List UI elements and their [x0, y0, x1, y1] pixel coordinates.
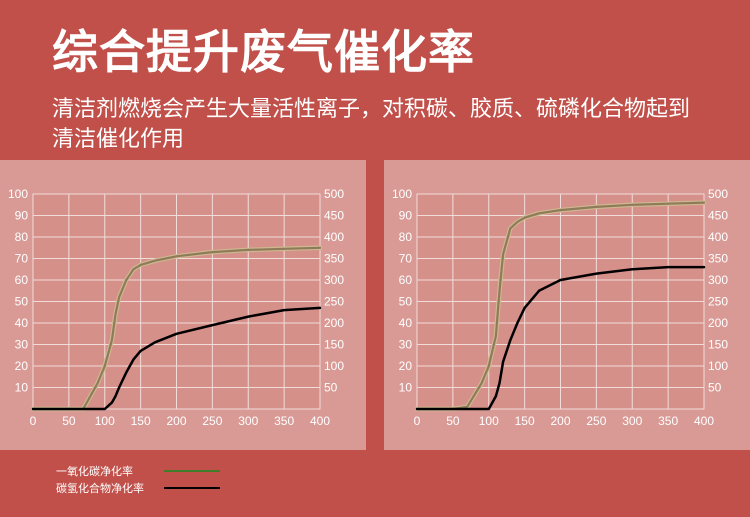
chart-panel-left: 10 20 30 40 50 60 70 80 90 100 50 100 150 200 250 300 35… — [0, 160, 366, 450]
plot-frame — [416, 193, 705, 410]
y-tick-label-right: 500 — [324, 187, 344, 201]
y-tick-label-right: 100 — [324, 359, 344, 373]
x-tick-label: 0 — [30, 414, 37, 428]
y-tick-label-right: 50 — [708, 381, 722, 395]
y-tick-label-right: 300 — [708, 273, 728, 287]
y-tick-label-right: 150 — [324, 338, 344, 352]
chart-panel-right: 10 20 30 40 50 60 70 80 90 100 50 100 150 200 250 300 35… — [384, 160, 750, 450]
series-line-co — [31, 246, 322, 411]
plot-frame — [32, 193, 321, 410]
y-tick-label-right: 350 — [708, 252, 728, 266]
y-tick-label-right: 400 — [324, 230, 344, 244]
y-tick-label-left: 70 — [399, 252, 413, 266]
y-tick-label-right: 450 — [708, 209, 728, 223]
y-tick-label-left: 70 — [15, 252, 29, 266]
x-tick-label: 100 — [95, 414, 115, 428]
x-tick-label: 0 — [414, 414, 421, 428]
page-subtitle: 清洁剂燃烧会产生大量活性离子，对积碳、胶质、硫磷化合物起到清洁催化作用 — [52, 97, 691, 152]
series-line-hc — [31, 306, 322, 411]
y-tick-label-right: 200 — [324, 316, 344, 330]
y-tick-label-right: 100 — [708, 359, 728, 373]
y-tick-label-left: 60 — [15, 273, 29, 287]
x-tick-label: 250 — [202, 414, 222, 428]
x-tick-label: 50 — [62, 414, 76, 428]
y-tick-label-left: 80 — [399, 230, 413, 244]
y-tick-label-left: 20 — [15, 359, 29, 373]
x-tick-label: 350 — [658, 414, 678, 428]
y-tick-label-right: 450 — [324, 209, 344, 223]
y-tick-label-right: 350 — [324, 252, 344, 266]
y-tick-label-right: 150 — [708, 338, 728, 352]
x-tick-label: 300 — [622, 414, 642, 428]
page-title: 综合提升废气催化率 — [52, 25, 475, 79]
y-tick-label-left: 20 — [399, 359, 413, 373]
x-tick-label: 250 — [586, 414, 606, 428]
x-tick-label: 300 — [238, 414, 258, 428]
y-tick-label-right: 300 — [324, 273, 344, 287]
legend-label-co: 一氧化碳净化率 — [56, 464, 133, 478]
x-tick-label: 400 — [310, 414, 330, 428]
y-tick-label-right: 250 — [708, 295, 728, 309]
chart-legend: 一氧化碳净化率 碳氢化合物净化率 — [56, 462, 220, 496]
y-tick-label-right: 400 — [708, 230, 728, 244]
y-tick-label-left: 60 — [399, 273, 413, 287]
x-tick-label: 200 — [166, 414, 186, 428]
y-tick-label-left: 10 — [15, 381, 29, 395]
y-tick-label-left: 30 — [399, 338, 413, 352]
x-tick-label: 350 — [274, 414, 294, 428]
legend-label-hc: 碳氢化合物净化率 — [56, 481, 144, 495]
y-tick-label-right: 250 — [324, 295, 344, 309]
x-tick-label: 50 — [446, 414, 460, 428]
y-tick-label-left: 100 — [8, 187, 28, 201]
y-tick-label-left: 40 — [399, 316, 413, 330]
legend-swatch-co — [164, 469, 220, 472]
y-tick-label-left: 90 — [399, 209, 413, 223]
x-tick-label: 200 — [550, 414, 570, 428]
y-tick-label-left: 80 — [15, 230, 29, 244]
line-chart-left: 10 20 30 40 50 60 70 80 90 100 50 100 150 200 250 300 35… — [8, 187, 344, 428]
y-tick-label-left: 100 — [392, 187, 412, 201]
legend-swatch-hc — [164, 486, 220, 489]
y-tick-label-right: 50 — [324, 381, 338, 395]
y-tick-label-left: 30 — [15, 338, 29, 352]
y-tick-label-left: 40 — [15, 316, 29, 330]
x-tick-label: 400 — [694, 414, 714, 428]
series-line-hc — [415, 265, 706, 411]
line-chart-right: 10 20 30 40 50 60 70 80 90 100 50 100 150 200 250 300 35… — [392, 187, 728, 428]
x-tick-label: 100 — [479, 414, 499, 428]
y-tick-label-left: 90 — [15, 209, 29, 223]
legend-item-hc: 碳氢化合物净化率 — [56, 479, 220, 496]
series-line-co — [415, 201, 706, 411]
y-tick-label-right: 500 — [708, 187, 728, 201]
y-tick-label-left: 50 — [399, 295, 413, 309]
legend-item-co: 一氧化碳净化率 — [56, 462, 220, 479]
y-tick-label-right: 200 — [708, 316, 728, 330]
x-tick-label: 150 — [515, 414, 535, 428]
y-tick-label-left: 10 — [399, 381, 413, 395]
y-tick-label-left: 50 — [15, 295, 29, 309]
x-tick-label: 150 — [131, 414, 151, 428]
